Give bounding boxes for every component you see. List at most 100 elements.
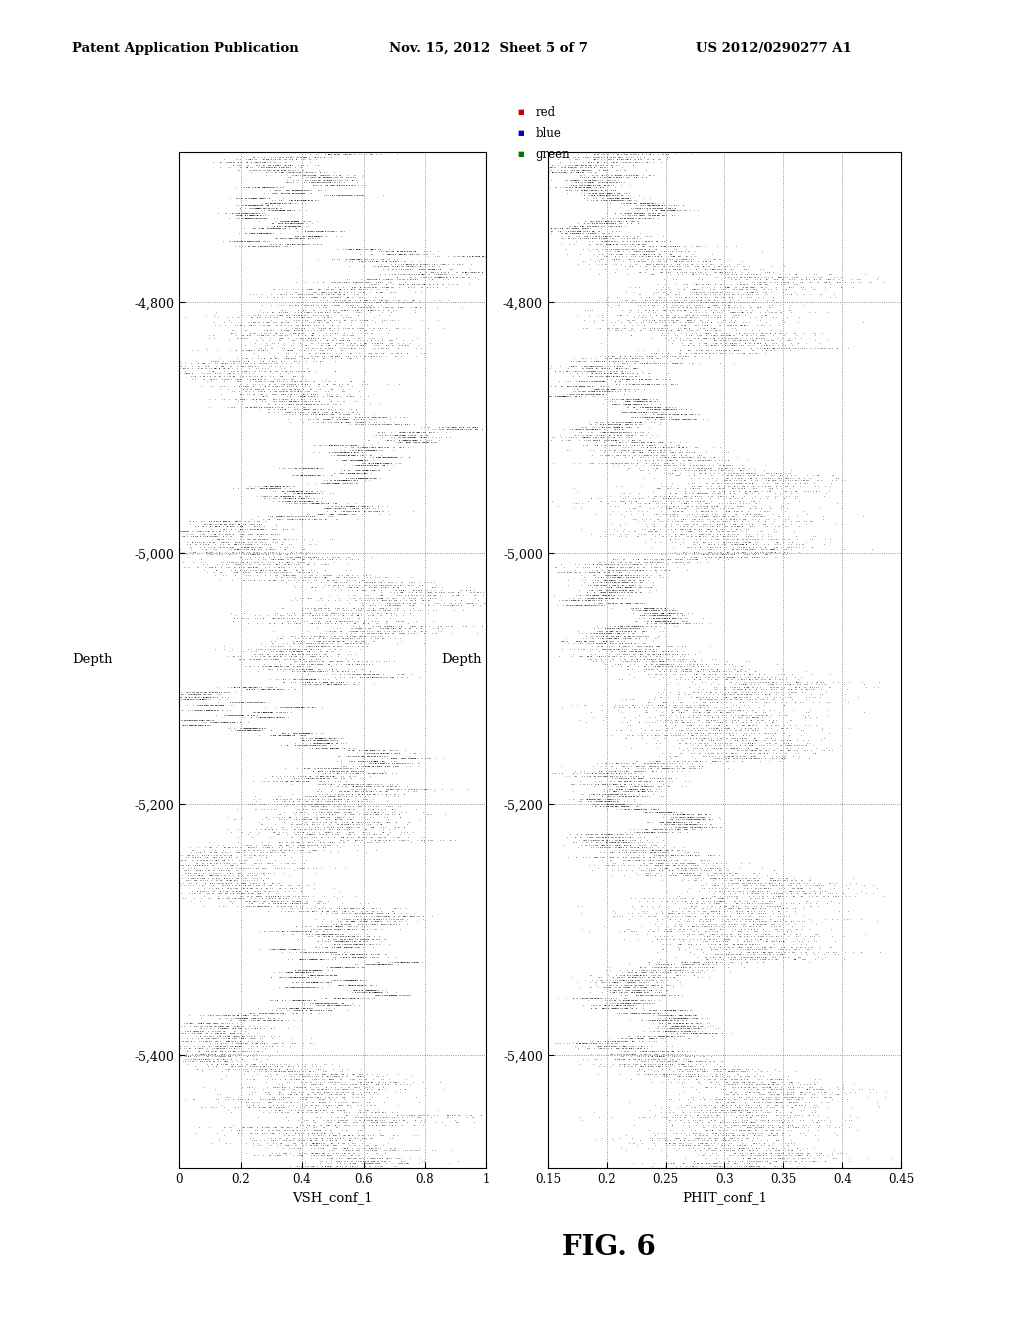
Point <box>371 667 387 688</box>
Point <box>346 1064 362 1085</box>
Point <box>620 966 636 987</box>
Point <box>219 523 236 544</box>
Point <box>351 271 368 292</box>
Point <box>587 434 603 455</box>
Point <box>237 676 253 697</box>
Point <box>582 640 598 661</box>
Point <box>355 664 372 685</box>
Point <box>574 416 591 437</box>
Point <box>201 859 217 880</box>
Point <box>719 314 735 335</box>
Point <box>310 659 327 680</box>
Point <box>223 552 240 573</box>
Point <box>350 664 367 685</box>
Point <box>411 579 427 601</box>
Point <box>582 355 598 376</box>
Point <box>273 161 290 182</box>
Point <box>617 837 634 858</box>
Point <box>368 412 384 433</box>
Point <box>345 900 361 921</box>
Point <box>359 979 376 1001</box>
Point <box>715 279 731 300</box>
Point <box>709 747 725 768</box>
Point <box>239 1094 255 1115</box>
Point <box>381 812 397 833</box>
Point <box>628 197 644 218</box>
Point <box>467 416 483 437</box>
Point <box>317 1078 334 1100</box>
Point <box>573 1032 590 1053</box>
Point <box>578 1032 594 1053</box>
Point <box>691 702 708 723</box>
Point <box>610 147 627 168</box>
Point <box>424 256 440 277</box>
Point <box>653 845 670 866</box>
Point <box>342 969 358 990</box>
Point <box>251 554 267 576</box>
Point <box>746 1147 763 1168</box>
Point <box>611 1048 628 1069</box>
Point <box>608 160 625 181</box>
Point <box>220 1038 237 1059</box>
Point <box>241 314 257 335</box>
Point <box>674 549 690 570</box>
Point <box>625 993 641 1014</box>
Point <box>329 286 345 308</box>
Point <box>326 462 342 483</box>
Point <box>361 919 378 940</box>
Point <box>647 253 664 275</box>
Point <box>359 572 376 593</box>
Point <box>295 990 311 1011</box>
Point <box>219 859 236 880</box>
Point <box>638 638 654 659</box>
Point <box>624 141 640 162</box>
Point <box>268 706 285 727</box>
Point <box>692 667 709 688</box>
Point <box>354 281 371 302</box>
Point <box>644 597 660 618</box>
Point <box>299 506 315 527</box>
Point <box>223 513 240 535</box>
Point <box>299 347 315 368</box>
Point <box>634 352 650 374</box>
Point <box>407 302 423 323</box>
Point <box>278 319 294 341</box>
Point <box>191 854 208 875</box>
Point <box>272 305 289 326</box>
Point <box>712 492 728 513</box>
Point <box>242 314 258 335</box>
Point <box>618 396 635 417</box>
Point <box>306 964 323 985</box>
Point <box>737 727 754 748</box>
Point <box>184 521 201 543</box>
Point <box>282 1035 298 1056</box>
Point <box>630 388 646 409</box>
Point <box>362 454 379 475</box>
Point <box>309 735 326 756</box>
Point <box>663 610 679 631</box>
Point <box>285 648 301 669</box>
Point <box>272 1084 289 1105</box>
Point <box>591 383 607 404</box>
Point <box>726 1081 742 1102</box>
Point <box>313 503 330 524</box>
Point <box>698 1023 715 1044</box>
Point <box>287 964 303 985</box>
Point <box>771 946 787 968</box>
Point <box>171 849 187 870</box>
Point <box>595 366 611 387</box>
Point <box>253 341 269 362</box>
Point <box>278 725 294 746</box>
Point <box>574 161 591 182</box>
Point <box>407 615 423 636</box>
Point <box>713 859 729 880</box>
Point <box>449 246 465 267</box>
Point <box>588 190 604 211</box>
Point <box>662 368 678 389</box>
Point <box>712 719 728 741</box>
Point <box>321 1084 337 1105</box>
Point <box>354 944 371 965</box>
Point <box>643 799 659 820</box>
Point <box>754 875 770 896</box>
Point <box>336 941 352 962</box>
